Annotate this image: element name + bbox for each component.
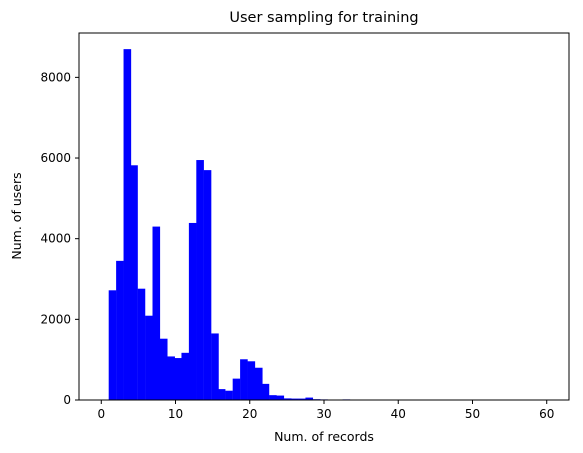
- x-axis-ticks: 0 10 20 30 40 50 60: [97, 400, 554, 421]
- histogram-bar: [167, 356, 175, 400]
- histogram-bar: [123, 49, 132, 400]
- x-tick-label: 50: [465, 407, 480, 421]
- histogram-bar: [291, 398, 299, 400]
- x-tick-label: 60: [539, 407, 554, 421]
- y-tick-label: 4000: [40, 232, 71, 246]
- histogram-bar: [211, 333, 219, 400]
- histogram-bar: [188, 222, 197, 400]
- histogram-bar: [137, 288, 146, 400]
- histogram-bar: [305, 397, 314, 400]
- x-tick-label: 0: [97, 407, 105, 421]
- histogram-bar: [232, 378, 241, 400]
- y-tick-label: 0: [63, 393, 71, 407]
- histogram-bar: [159, 338, 168, 400]
- x-tick-label: 30: [316, 407, 331, 421]
- x-tick-label: 40: [391, 407, 406, 421]
- histogram-bar: [130, 165, 138, 400]
- histogram-bar: [269, 395, 277, 400]
- histogram-bar: [240, 359, 248, 400]
- x-tick-label: 20: [242, 407, 257, 421]
- x-axis-label: Num. of records: [274, 429, 374, 444]
- histogram-bar: [247, 361, 256, 400]
- y-tick-label: 6000: [40, 151, 71, 165]
- histogram-bar: [108, 290, 117, 400]
- histogram-bar: [276, 395, 285, 400]
- y-axis-label: Num. of users: [9, 172, 24, 259]
- histogram-bar: [181, 352, 190, 400]
- histogram-bar: [254, 367, 263, 400]
- histogram-bar: [145, 315, 153, 400]
- histogram-bar: [261, 383, 270, 400]
- histogram-bar: [152, 226, 161, 400]
- histogram-bar: [203, 170, 212, 400]
- chart-title: User sampling for training: [229, 10, 418, 26]
- y-tick-label: 8000: [40, 70, 71, 84]
- histogram-bars: [108, 49, 365, 400]
- y-tick-label: 2000: [40, 312, 71, 326]
- histogram-bar: [225, 390, 233, 400]
- histogram-bar: [283, 398, 292, 400]
- x-tick-label: 10: [168, 407, 183, 421]
- y-axis-ticks: 0 2000 4000 6000 8000: [40, 70, 79, 407]
- histogram-bar: [116, 260, 124, 400]
- histogram-bar: [174, 358, 182, 400]
- histogram-bar: [196, 160, 204, 400]
- histogram-bar: [298, 398, 307, 400]
- histogram-bar: [217, 389, 226, 400]
